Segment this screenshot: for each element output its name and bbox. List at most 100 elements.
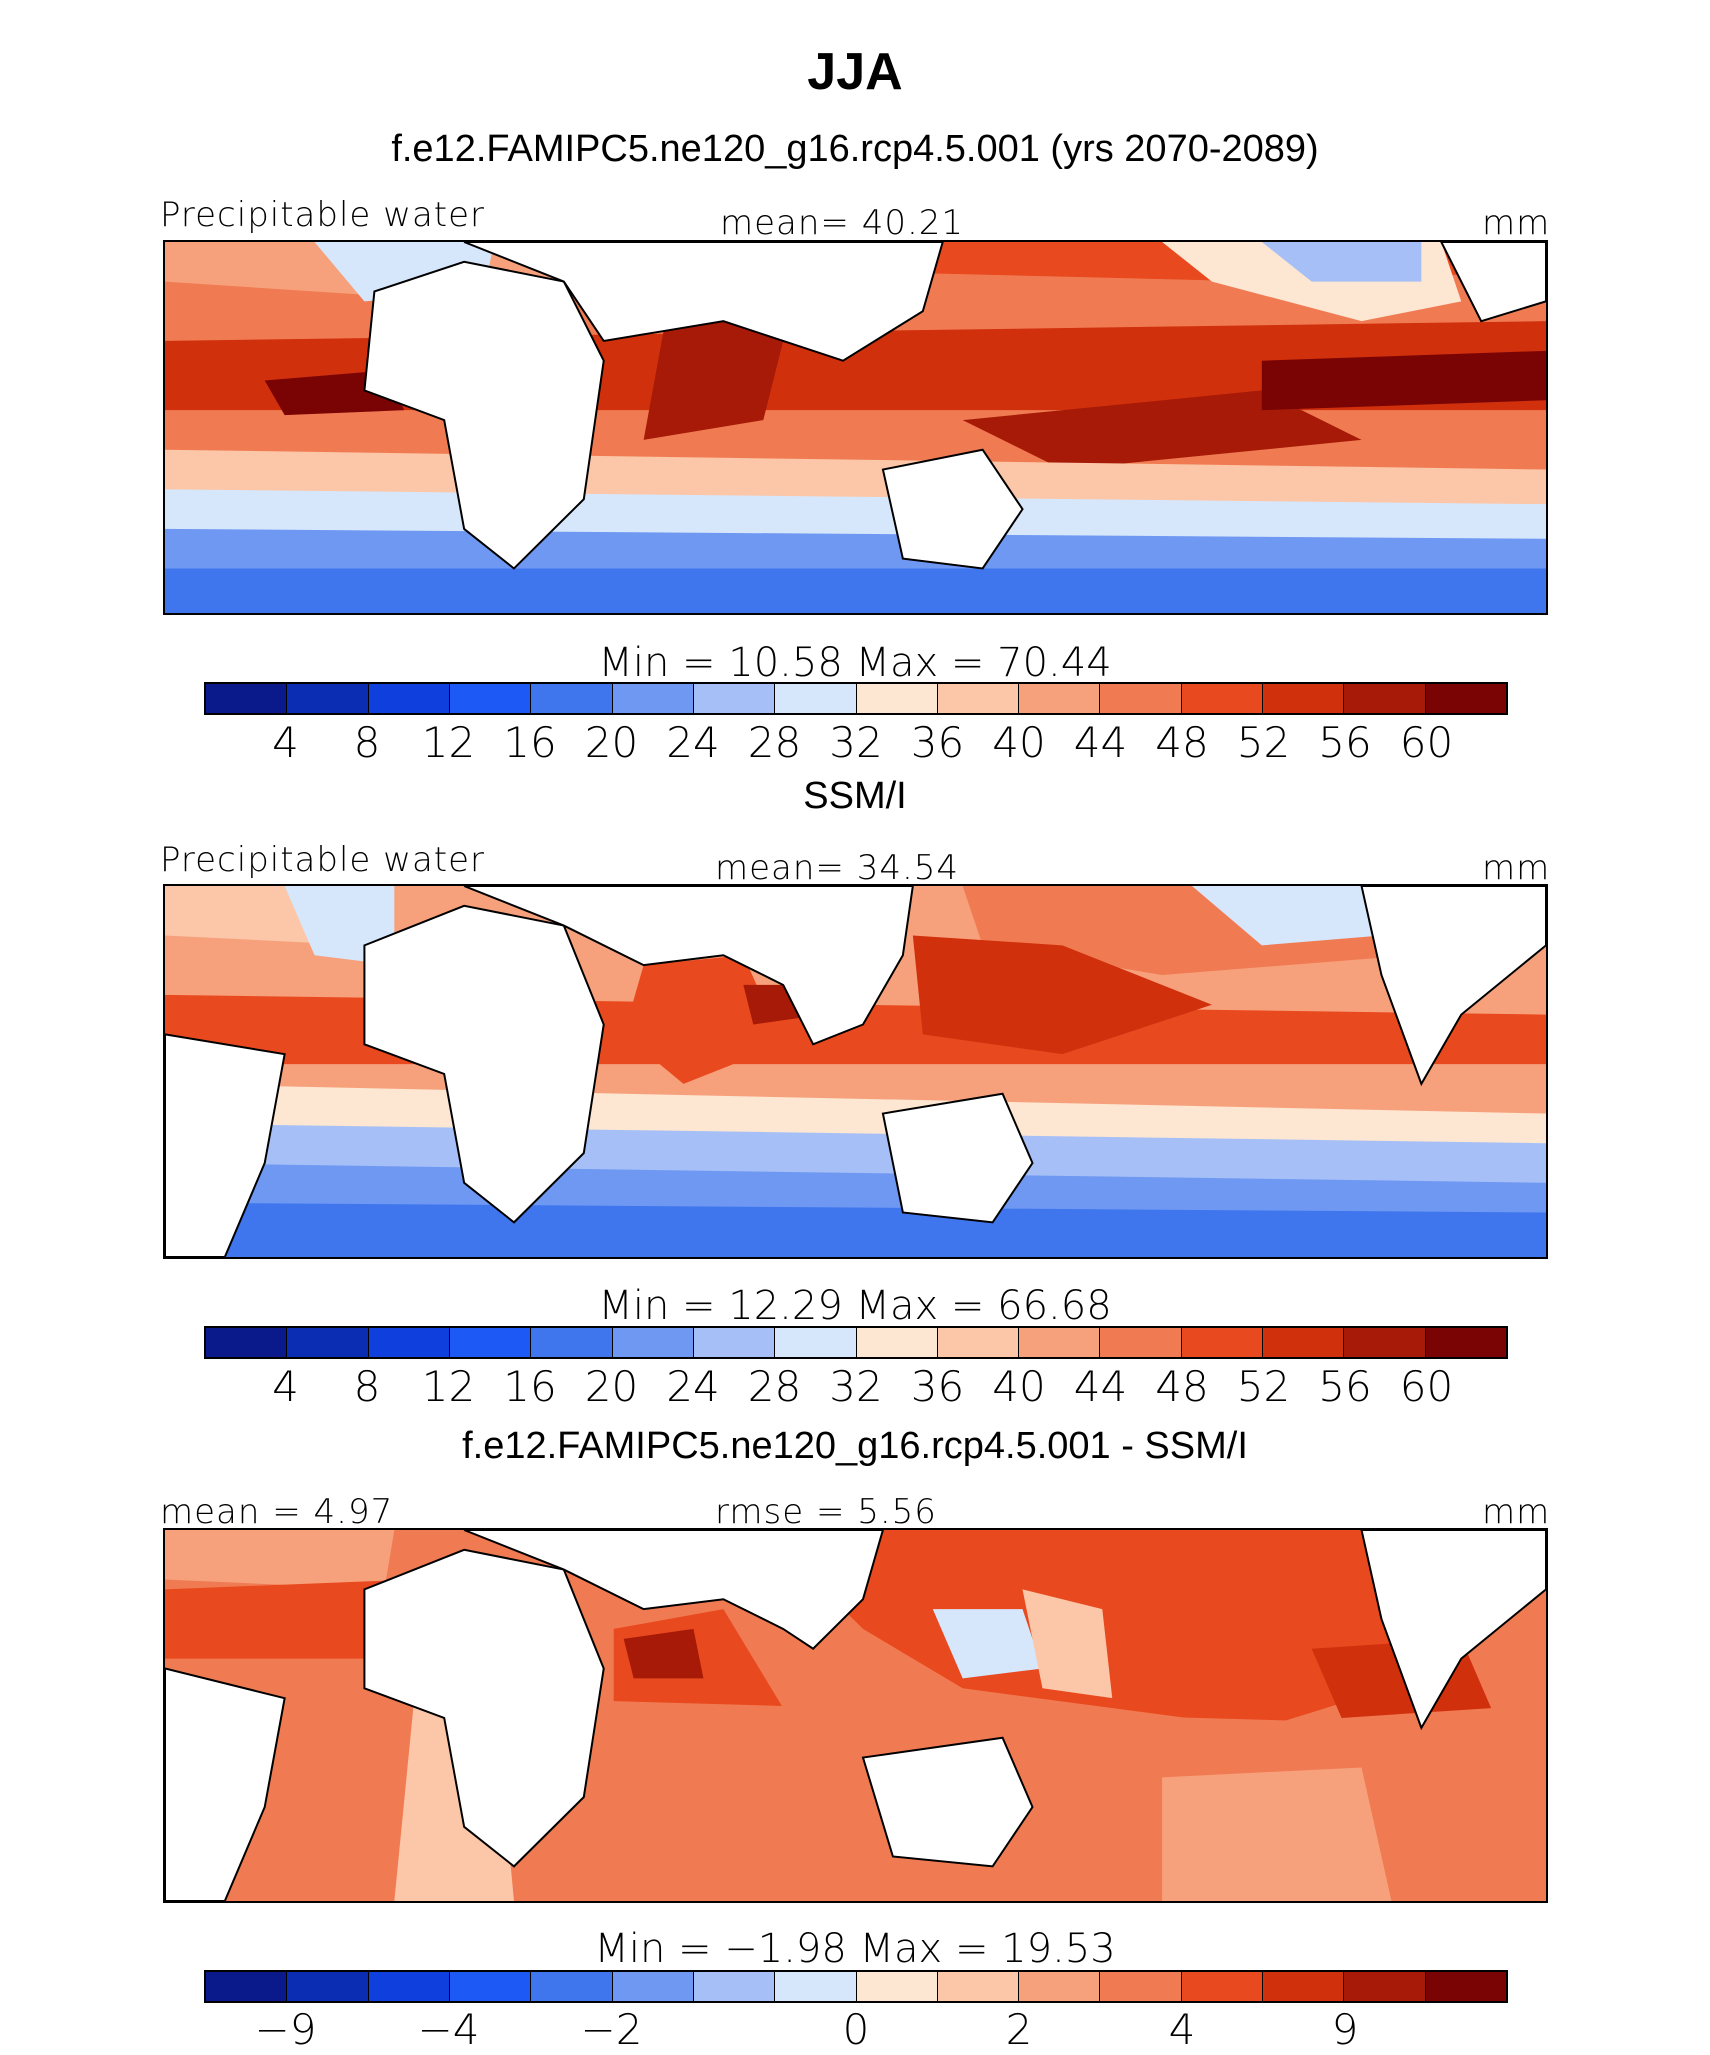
colorbar-swatch xyxy=(693,1972,776,2001)
colorbar-tick-label: 52 xyxy=(1236,718,1291,767)
colorbar-tick-label: 2 xyxy=(1005,2005,1033,2054)
panel-1-map xyxy=(163,240,1548,615)
colorbar-tick-label: 12 xyxy=(421,718,476,767)
panel-1-field xyxy=(165,242,1546,613)
panel-2-land-africa xyxy=(363,904,605,1224)
panel-1-mean: mean= 40.21 xyxy=(720,203,965,243)
colorbar-swatch xyxy=(449,1328,532,1357)
colorbar-tick-label: 12 xyxy=(421,1362,476,1411)
colorbar-swatch xyxy=(1425,1972,1506,2001)
colorbar-swatch xyxy=(937,1972,1020,2001)
panel-1-variable: Precipitable water xyxy=(160,195,486,235)
colorbar-tick-label: 36 xyxy=(910,1362,965,1411)
panel-1-colorbar xyxy=(204,682,1508,715)
panel-2-land-america xyxy=(1360,886,1546,1087)
panel-2-variable: Precipitable water xyxy=(160,840,486,880)
panel-3-land-samerica xyxy=(165,1667,286,1901)
panel-1-land-america xyxy=(1440,242,1546,323)
colorbar-swatch xyxy=(693,684,776,713)
panel-2-field-wpac xyxy=(912,935,1212,1055)
colorbar-swatch xyxy=(1263,1972,1345,2001)
colorbar-swatch xyxy=(1019,1972,1101,2001)
panel-1-colorbar-ticks: 4 8 12 16 20 24 28 32 36 40 44 48 52 56 60 xyxy=(204,718,1508,768)
colorbar-swatch xyxy=(287,1328,369,1357)
colorbar-tick-label: 4 xyxy=(272,1362,299,1411)
panel-3-field-io-max xyxy=(623,1628,704,1679)
colorbar-swatch xyxy=(775,684,857,713)
panel-2-field xyxy=(165,886,1546,1257)
panel-3-colorbar-ticks: −9 −4 −2 0 2 4 9 xyxy=(204,2005,1508,2055)
colorbar-tick-label: 8 xyxy=(353,718,381,767)
colorbar-swatch xyxy=(693,1328,776,1357)
panel-3-stats: Min = −1.98 Max = 19.53 xyxy=(594,1926,1116,1972)
colorbar-swatch xyxy=(1019,1328,1101,1357)
colorbar-tick-label: −2 xyxy=(580,2005,643,2054)
colorbar-swatch xyxy=(368,1328,450,1357)
panel-3-mean: mean = 4.97 xyxy=(160,1492,394,1532)
colorbar-tick-label: 16 xyxy=(503,718,557,767)
panel-3-field-spac xyxy=(1162,1767,1392,1901)
colorbar-swatch xyxy=(1425,1328,1506,1357)
colorbar-tick-label: −9 xyxy=(254,2005,317,2054)
colorbar-tick-label: 28 xyxy=(747,1362,802,1411)
colorbar-swatch xyxy=(1181,1328,1264,1357)
colorbar-swatch xyxy=(775,1972,857,2001)
colorbar-swatch xyxy=(1344,1328,1426,1357)
panel-1-stats: Min = 10.58 Max = 70.44 xyxy=(598,640,1112,686)
panel-2-stats: Min = 12.29 Max = 66.68 xyxy=(598,1283,1112,1329)
colorbar-swatch xyxy=(1181,684,1264,713)
panel-1-title: f.e12.FAMIPC5.ne120_g16.rcp4.5.001 (yrs … xyxy=(391,128,1319,170)
colorbar-swatch xyxy=(1181,1972,1264,2001)
colorbar-swatch xyxy=(1425,684,1506,713)
panel-1-field-bob xyxy=(643,321,784,440)
colorbar-swatch xyxy=(612,1972,694,2001)
panel-3-field-atl xyxy=(165,1579,425,1659)
panel-3-land-australia xyxy=(861,1736,1034,1868)
colorbar-swatch xyxy=(612,1328,694,1357)
colorbar-tick-label: 44 xyxy=(1073,718,1128,767)
colorbar-tick-label: 48 xyxy=(1155,718,1209,767)
panel-2-map xyxy=(163,884,1548,1259)
colorbar-swatch xyxy=(1344,684,1426,713)
panel-1-land-africa xyxy=(363,260,605,570)
colorbar-tick-label: 60 xyxy=(1399,1362,1454,1411)
colorbar-swatch xyxy=(1100,1972,1182,2001)
colorbar-tick-label: 9 xyxy=(1331,2005,1359,2054)
colorbar-swatch xyxy=(531,684,613,713)
panel-1-land-eurasia xyxy=(463,242,944,362)
colorbar-swatch xyxy=(368,684,450,713)
panel-1-field-epac xyxy=(1261,350,1546,411)
colorbar-tick-label: 56 xyxy=(1318,718,1372,767)
colorbar-swatch xyxy=(856,1972,938,2001)
colorbar-tick-label: 40 xyxy=(992,1362,1046,1411)
panel-3-units: mm xyxy=(1482,1492,1551,1532)
colorbar-tick-label: 36 xyxy=(910,718,965,767)
panel-3-map xyxy=(163,1528,1548,1903)
colorbar-tick-label: 44 xyxy=(1073,1362,1128,1411)
panel-2-colorbar-ticks: 4 8 12 16 20 24 28 32 36 40 44 48 52 56 60 xyxy=(204,1362,1508,1412)
panel-3-colorbar xyxy=(204,1970,1508,2003)
colorbar-tick-label: −4 xyxy=(417,2005,480,2054)
colorbar-swatch xyxy=(612,684,694,713)
colorbar-tick-label: 16 xyxy=(503,1362,557,1411)
panel-1-field-npac2 xyxy=(1261,242,1422,282)
colorbar-swatch xyxy=(287,684,369,713)
colorbar-swatch xyxy=(531,1328,613,1357)
colorbar-swatch xyxy=(368,1972,450,2001)
colorbar-tick-label: 20 xyxy=(584,718,639,767)
panel-2-units: mm xyxy=(1482,848,1551,888)
panel-1-field-south-d xyxy=(165,568,1546,613)
panel-3-rmse: rmse = 5.56 xyxy=(715,1492,937,1532)
colorbar-swatch xyxy=(856,1328,938,1357)
panel-3-field-wpac-neg xyxy=(932,1609,1043,1679)
colorbar-tick-label: 32 xyxy=(829,1362,883,1411)
colorbar-tick-label: 0 xyxy=(842,2005,870,2054)
colorbar-swatch xyxy=(937,684,1020,713)
colorbar-swatch xyxy=(206,1328,288,1357)
colorbar-swatch xyxy=(287,1972,369,2001)
colorbar-tick-label: 40 xyxy=(992,718,1046,767)
colorbar-swatch xyxy=(1344,1972,1426,2001)
colorbar-swatch xyxy=(937,1328,1020,1357)
colorbar-tick-label: 20 xyxy=(584,1362,639,1411)
panel-3-land-eurasia xyxy=(463,1530,884,1650)
